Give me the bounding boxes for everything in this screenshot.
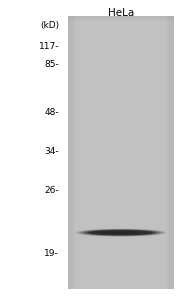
Text: 117-: 117- [38, 42, 59, 51]
Text: 48-: 48- [44, 108, 59, 117]
Text: HeLa: HeLa [108, 8, 134, 17]
Text: 26-: 26- [44, 186, 59, 195]
Text: 34-: 34- [44, 147, 59, 156]
Text: 85-: 85- [44, 60, 59, 69]
Text: (kD): (kD) [40, 21, 59, 30]
Text: 19-: 19- [44, 249, 59, 258]
